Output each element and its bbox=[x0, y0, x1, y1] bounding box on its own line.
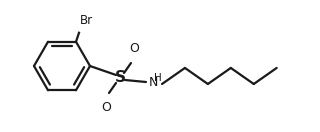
Text: Br: Br bbox=[80, 14, 93, 27]
Text: O: O bbox=[129, 42, 139, 55]
Text: H: H bbox=[154, 73, 162, 83]
Text: S: S bbox=[115, 70, 125, 86]
Text: N: N bbox=[148, 77, 158, 89]
Text: O: O bbox=[101, 101, 111, 114]
